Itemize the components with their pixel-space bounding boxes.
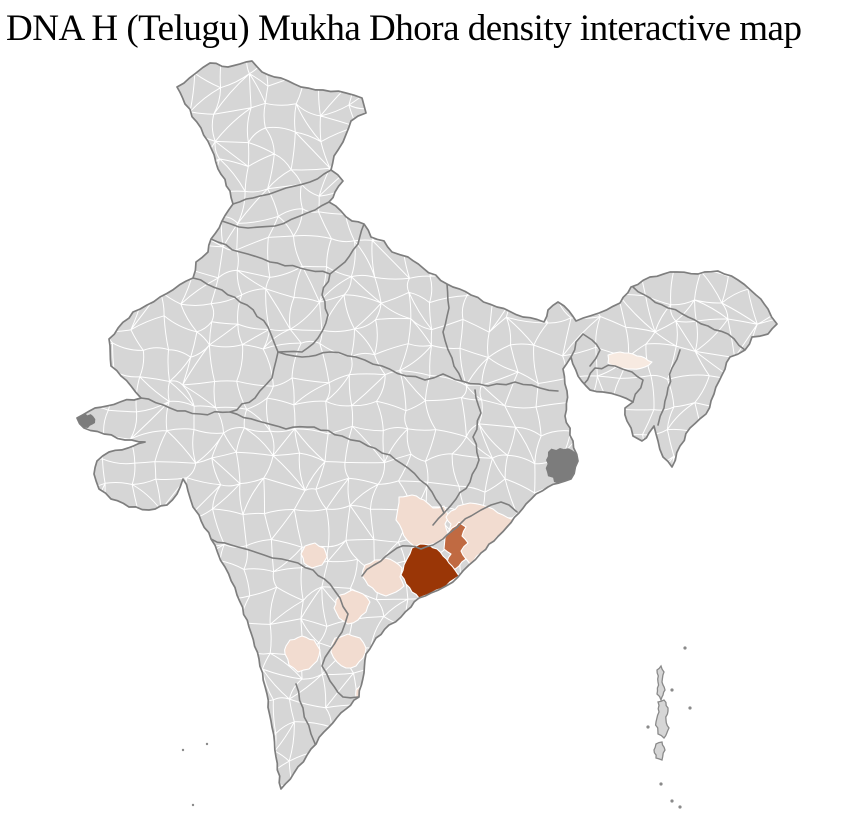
- island-dot: [670, 799, 674, 803]
- highlighted-districts: [284, 351, 653, 711]
- highlight-district-low-southwest[interactable]: [333, 589, 371, 625]
- highlight-district-low-isolated[interactable]: [300, 542, 328, 569]
- highlight-district-low-rayalaseema[interactable]: [284, 635, 321, 673]
- island-dot: [688, 706, 692, 710]
- india-outline: [76, 60, 778, 790]
- island-dot: [659, 782, 663, 786]
- island-dot: [646, 725, 650, 729]
- highlight-district-low-nellore[interactable]: [330, 633, 367, 669]
- island-dot: [678, 805, 682, 809]
- island-groups: [181, 646, 692, 809]
- andaman-island: [656, 664, 666, 702]
- island-dot: [683, 646, 687, 650]
- andaman-island: [654, 699, 670, 739]
- andaman-island: [653, 741, 666, 761]
- rann-marsh-patch: [77, 413, 96, 428]
- island-dot: [670, 688, 674, 692]
- highlight-district-highest[interactable]: [400, 543, 460, 599]
- lakshadweep-dot: [181, 748, 185, 752]
- india-landmass: [77, 61, 777, 789]
- page-title: DNA H (Telugu) Mukha Dhora density inter…: [6, 8, 802, 49]
- lakshadweep-dot: [191, 803, 195, 807]
- lakshadweep-dot: [205, 742, 209, 746]
